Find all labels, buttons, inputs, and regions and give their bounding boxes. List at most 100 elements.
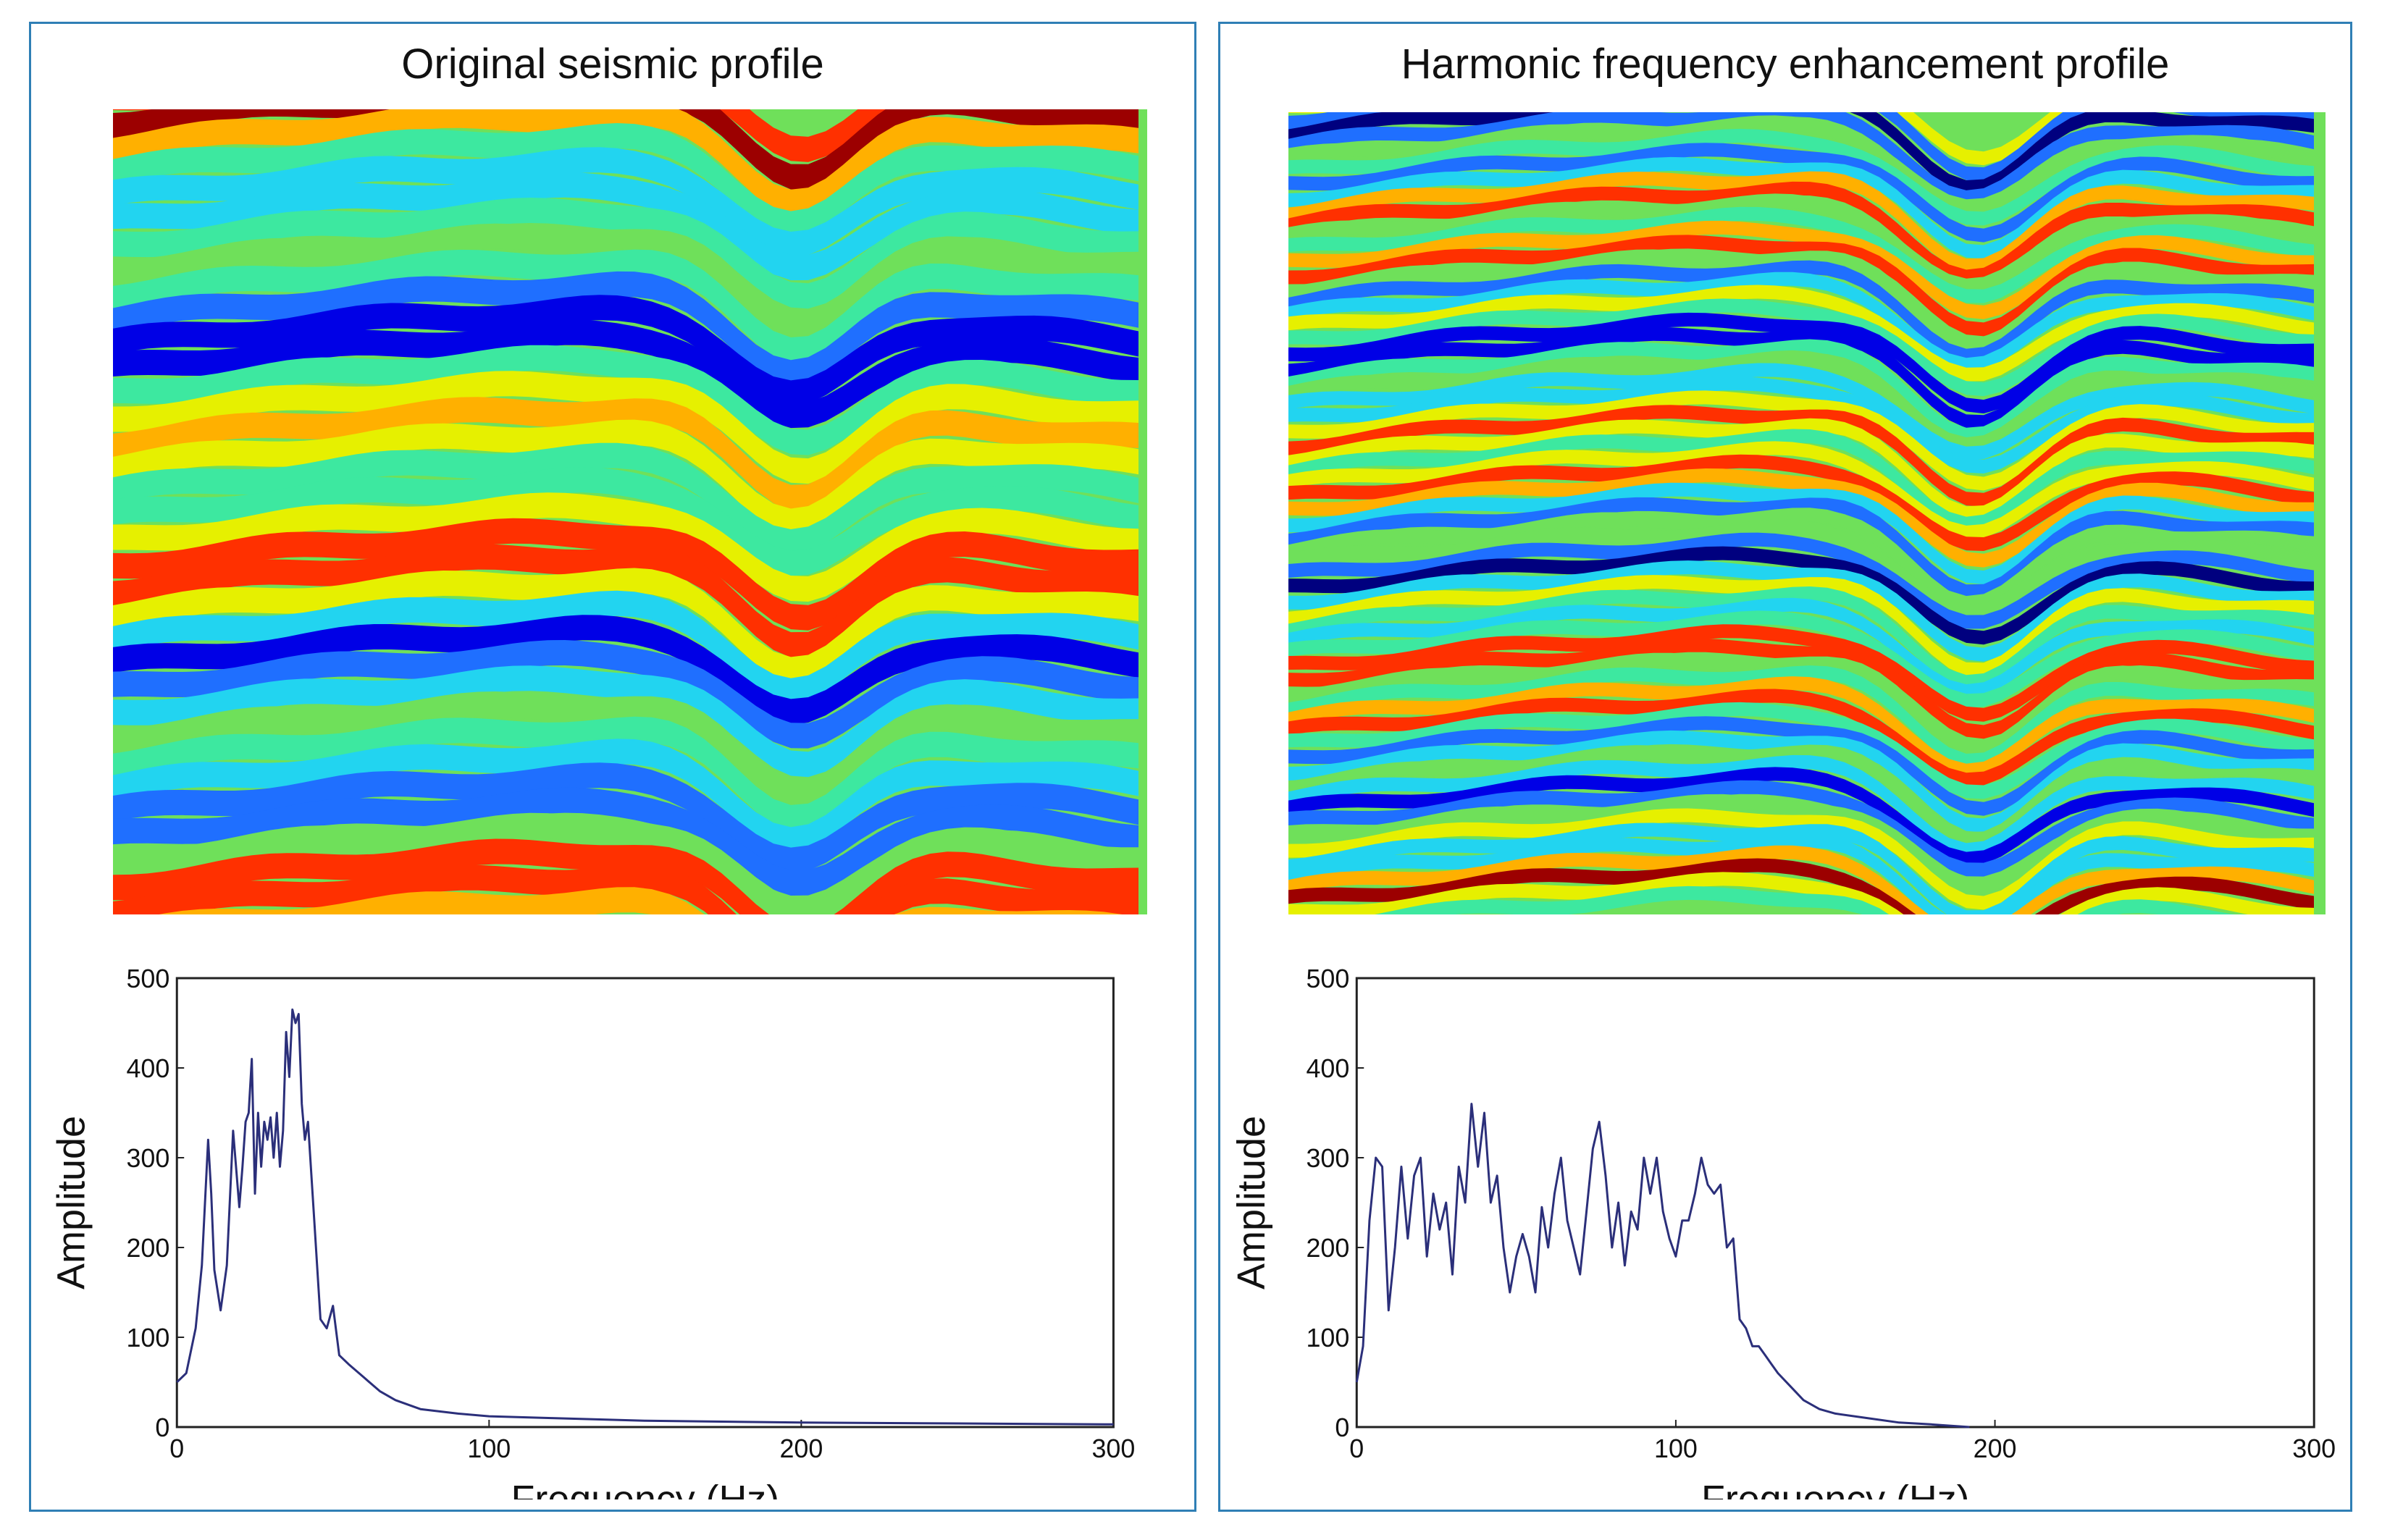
y-tick-label: 400 xyxy=(1306,1053,1349,1083)
seismic-band xyxy=(1288,638,2314,739)
seismic-band xyxy=(113,568,1138,683)
seismic-band xyxy=(1288,716,2314,816)
seismic-band xyxy=(1288,858,2314,914)
seismic-band xyxy=(1288,808,2314,910)
enhanced-spectrum-chart: 0 100 200 300 0 100 200 300 400 500 Frequency (Hz)… xyxy=(1220,920,2350,1499)
seismic-band xyxy=(1288,376,2314,474)
seismic-band xyxy=(1375,885,2236,914)
y-axis-label: Amplitude xyxy=(50,1116,93,1289)
y-tick-label: 100 xyxy=(1306,1323,1349,1352)
x-tick-label: 300 xyxy=(2292,1434,2336,1463)
seismic-band xyxy=(1288,560,2314,662)
seismic-band xyxy=(113,319,1138,429)
plot-frame xyxy=(1355,977,2315,1429)
seismic-band xyxy=(113,640,1138,749)
seismic-band xyxy=(113,419,1138,534)
left-panel-title: Original seismic profile xyxy=(401,41,824,88)
seismic-band xyxy=(113,371,1138,484)
seismic-band xyxy=(1288,833,2314,914)
seismic-band xyxy=(113,716,1138,830)
y-tick-label: 200 xyxy=(126,1233,169,1263)
y-tick-label: 300 xyxy=(126,1143,169,1173)
seismic-band xyxy=(1288,298,2314,397)
seismic-band xyxy=(113,123,1138,237)
right-panel: Harmonic frequency enhancement profile 0… xyxy=(1218,22,2352,1512)
seismic-band xyxy=(1288,235,2314,337)
y-tick-label: 100 xyxy=(126,1323,169,1352)
seismic-band xyxy=(113,109,893,162)
x-tick-label: 0 xyxy=(1349,1434,1364,1463)
x-axis-label: Frequency (Hz) xyxy=(511,1478,780,1499)
y-axis-label: Amplitude xyxy=(1230,1116,1273,1289)
seismic-band xyxy=(1288,624,2314,722)
right-panel-title: Harmonic frequency enhancement profile xyxy=(1401,41,2170,88)
y-tick-label: 500 xyxy=(126,964,169,993)
y-tick-label: 400 xyxy=(126,1053,169,1083)
seismic-band xyxy=(113,615,1138,725)
y-tick-label: 200 xyxy=(1306,1233,1349,1263)
seismic-band xyxy=(1288,312,2314,414)
seismic-band xyxy=(1288,482,2314,584)
seismic-band xyxy=(113,442,1138,555)
y-tick-label: 500 xyxy=(1306,964,1349,993)
seismic-band xyxy=(1288,390,2314,491)
seismic-band xyxy=(1288,206,2314,303)
seismic-band xyxy=(113,762,1138,873)
seismic-band xyxy=(113,295,1138,406)
seismic-band xyxy=(1288,546,2314,645)
enhanced-seismic-section xyxy=(1288,112,2326,914)
seismic-band xyxy=(1288,143,2314,243)
left-panel: Original seismic profile 0 100 200 300 0 100 2… xyxy=(29,22,1196,1512)
spectrum-line xyxy=(1355,1103,1970,1429)
seismic-band xyxy=(113,271,1138,386)
seismic-band xyxy=(1288,468,2314,568)
seismic-band xyxy=(1288,112,2314,194)
seismic-band xyxy=(1288,405,2314,507)
seismic-band xyxy=(113,223,1138,337)
seismic-band xyxy=(113,812,1138,914)
seismic-band xyxy=(113,172,1138,281)
seismic-band xyxy=(1288,702,2314,799)
seismic-band xyxy=(113,198,1138,309)
x-tick-label: 200 xyxy=(779,1434,823,1463)
seismic-band xyxy=(1288,845,2314,914)
seismic-band xyxy=(113,518,1138,631)
seismic-band xyxy=(113,109,1138,190)
seismic-band xyxy=(113,249,1138,363)
y-tick-label: 0 xyxy=(155,1413,169,1442)
seismic-band xyxy=(113,691,1138,805)
seismic-band xyxy=(1288,872,2314,914)
x-tick-label: 300 xyxy=(1092,1434,1136,1463)
x-tick-label: 100 xyxy=(1654,1434,1698,1463)
seismic-band xyxy=(1288,794,2314,893)
seismic-band xyxy=(1288,454,2314,551)
seismic-band xyxy=(113,147,1138,257)
seismic-band xyxy=(113,467,1138,576)
x-tick-label: 0 xyxy=(169,1434,184,1463)
seismic-band xyxy=(159,887,1123,914)
spectrum-line xyxy=(176,1008,1114,1426)
seismic-band xyxy=(1288,128,2314,226)
seismic-band xyxy=(113,739,1138,853)
seismic-band xyxy=(1288,730,2314,833)
seismic-band xyxy=(1288,156,2314,259)
seismic-band xyxy=(113,544,1138,658)
x-tick-label: 100 xyxy=(467,1434,511,1463)
seismic-band xyxy=(113,397,1138,510)
original-spectrum-chart: 0 100 200 300 0 100 200 300 400 500 Frequency (Hz)… xyxy=(31,920,1194,1499)
y-tick-label: 0 xyxy=(1335,1413,1349,1442)
seismic-band xyxy=(113,787,1138,896)
seismic-band xyxy=(1288,780,2314,877)
x-tick-label: 200 xyxy=(1974,1434,2017,1463)
plot-frame xyxy=(175,977,1115,1429)
seismic-band xyxy=(113,590,1138,704)
original-seismic-section xyxy=(113,109,1147,914)
seismic-band xyxy=(1288,220,2314,319)
seismic-band xyxy=(113,665,1138,778)
seismic-band xyxy=(113,492,1138,602)
y-tick-label: 300 xyxy=(1306,1143,1349,1173)
seismic-band xyxy=(113,345,1138,455)
x-axis-label: Frequency (Hz) xyxy=(1701,1478,1970,1499)
seismic-band xyxy=(1288,112,2070,166)
seismic-band xyxy=(113,838,1138,914)
